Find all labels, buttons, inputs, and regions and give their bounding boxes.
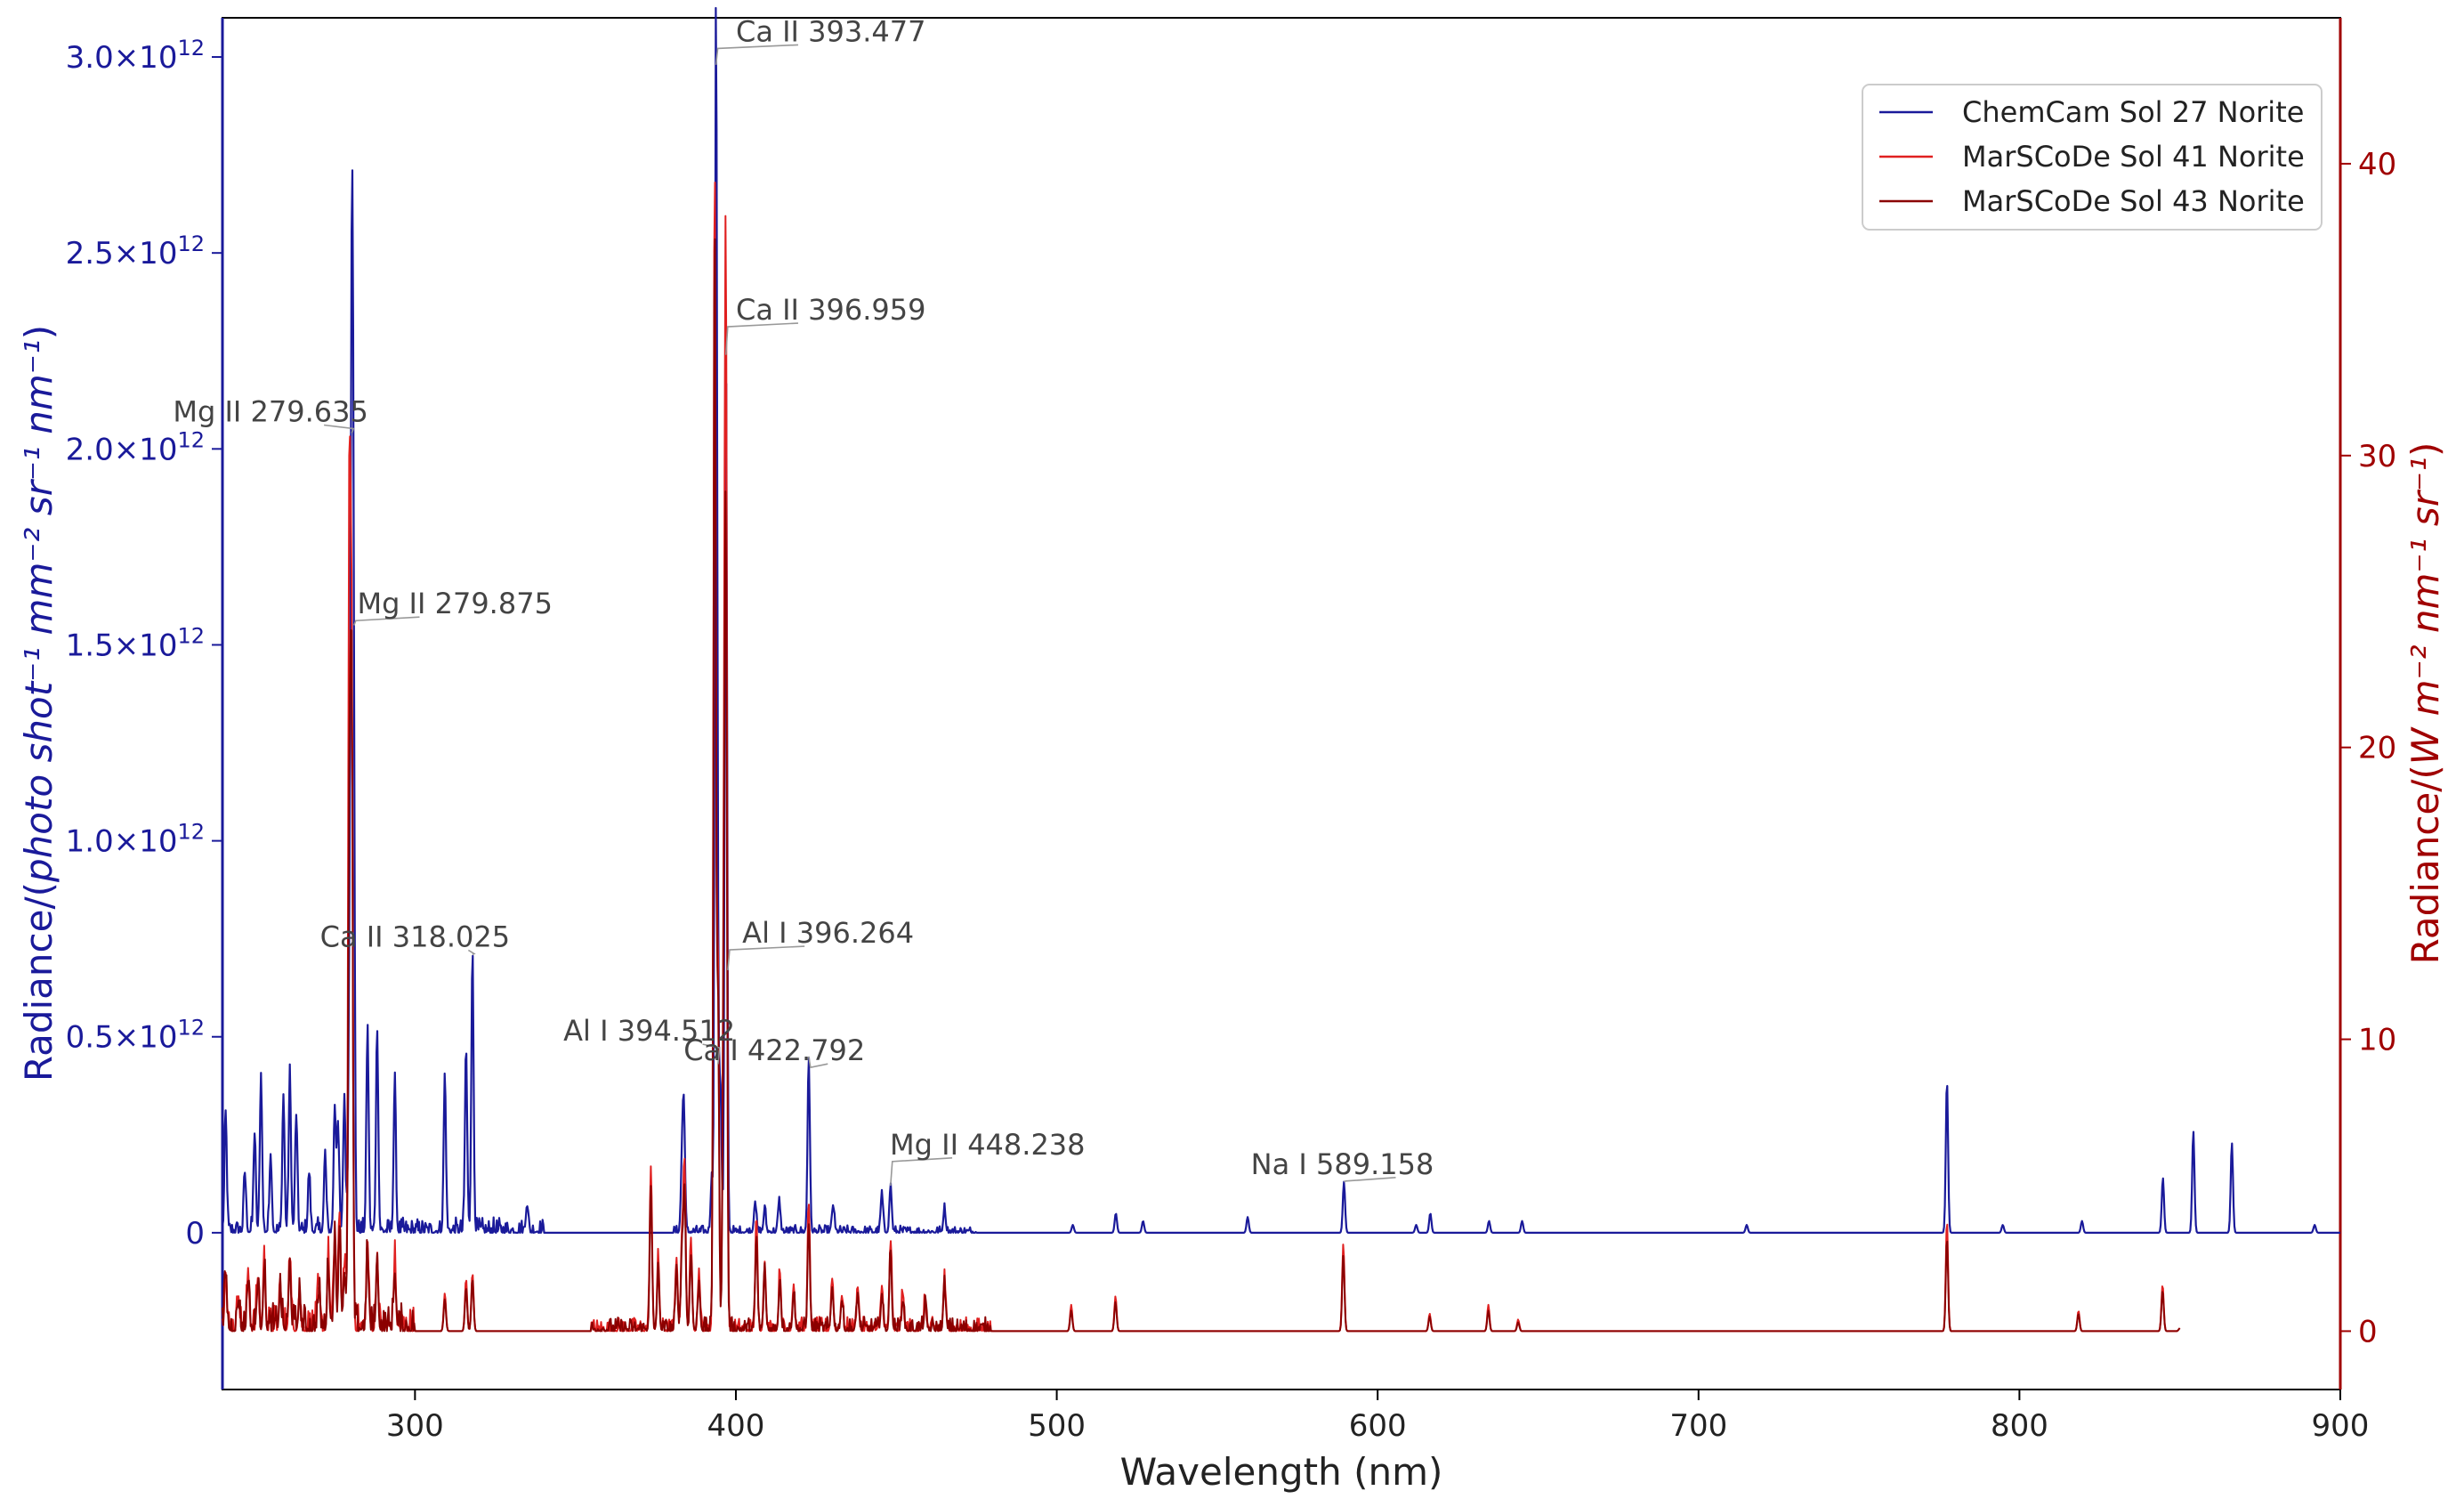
series-line-2	[222, 182, 2181, 1333]
y-left-tick-label: 3.0×1012	[66, 36, 205, 76]
legend-label-series-3: MarSCoDe Sol 43 Norite	[1962, 184, 2305, 218]
annotation-leader	[353, 616, 420, 626]
annotation-label: Al I 396.264	[742, 916, 914, 950]
annotation-leader	[808, 1056, 828, 1069]
series-line-1	[221, 6, 2341, 1235]
annotation-leader	[889, 1157, 953, 1187]
series-layer	[221, 6, 2341, 1333]
annotation-label: Ca II 396.959	[736, 293, 926, 327]
legend: ChemCam Sol 27 Norite MarSCoDe Sol 41 No…	[1862, 84, 2323, 231]
y-right-tick-label: 30	[2358, 439, 2396, 474]
y-right-tick-label: 20	[2358, 731, 2396, 766]
x-tick-label: 500	[1028, 1408, 1086, 1444]
legend-label-series-2: MarSCoDe Sol 41 Norite	[1962, 140, 2305, 174]
y-right-tick-label: 10	[2358, 1023, 2396, 1058]
y-right-tick-label: 40	[2358, 147, 2396, 182]
y-left-tick-label: 1.0×1012	[66, 820, 205, 860]
x-tick-label: 600	[1349, 1408, 1407, 1444]
right-axis-label: Radiance/(W m⁻² nm⁻¹ sr⁻¹)	[2403, 442, 2447, 965]
y-left-tick-label: 1.5×1012	[66, 623, 205, 663]
annotation-leader	[323, 424, 355, 433]
y-left-tick-label: 2.5×1012	[66, 231, 205, 271]
x-tick-label: 800	[1991, 1408, 2048, 1444]
annotation-leader	[715, 44, 799, 65]
annotation-label: Ca I 422.792	[683, 1033, 865, 1067]
left-axis-label: Radiance/(photo shot⁻¹ mm⁻² sr⁻¹ nm⁻¹)	[17, 325, 61, 1082]
annotation-label: Mg II 279.875	[357, 587, 552, 620]
x-tick-label: 400	[707, 1408, 765, 1444]
annotation-leader	[724, 322, 799, 355]
annotation-layer: Ca II 393.477 Ca II 396.959 Mg II 279.635 M…	[173, 14, 1434, 1187]
annotation-leader	[727, 945, 805, 970]
y-left-tick-label: 0.5×1012	[66, 1016, 205, 1056]
y-left-tick-label: 0	[185, 1216, 205, 1252]
x-axis-label: Wavelength (nm)	[1120, 1450, 1443, 1494]
tick-layer: 300 400 500 600 700 800 90000.5×10121.0×10121.…	[66, 36, 2397, 1444]
annotation-label: Na I 589.158	[1251, 1147, 1434, 1181]
legend-box	[1862, 84, 2323, 231]
annotation-leader	[467, 949, 476, 956]
annotation-leader	[702, 1043, 721, 1065]
series-line-3	[222, 238, 2181, 1333]
annotation-label: Ca II 393.477	[736, 14, 926, 48]
annotation-label: Mg II 279.635	[173, 394, 368, 428]
y-left-tick-label: 2.0×1012	[66, 427, 205, 467]
legend-label-series-1: ChemCam Sol 27 Norite	[1962, 95, 2304, 129]
annotation-label: Ca II 318.025	[320, 920, 511, 953]
annotation-leader	[1344, 1177, 1396, 1183]
x-tick-label: 300	[386, 1408, 444, 1444]
annotation-label: Al I 394.512	[563, 1014, 735, 1048]
y-right-tick-label: 0	[2358, 1314, 2378, 1349]
x-tick-label: 900	[2312, 1408, 2370, 1444]
x-tick-label: 700	[1669, 1408, 1727, 1444]
annotation-label: Mg II 448.238	[890, 1128, 1085, 1162]
